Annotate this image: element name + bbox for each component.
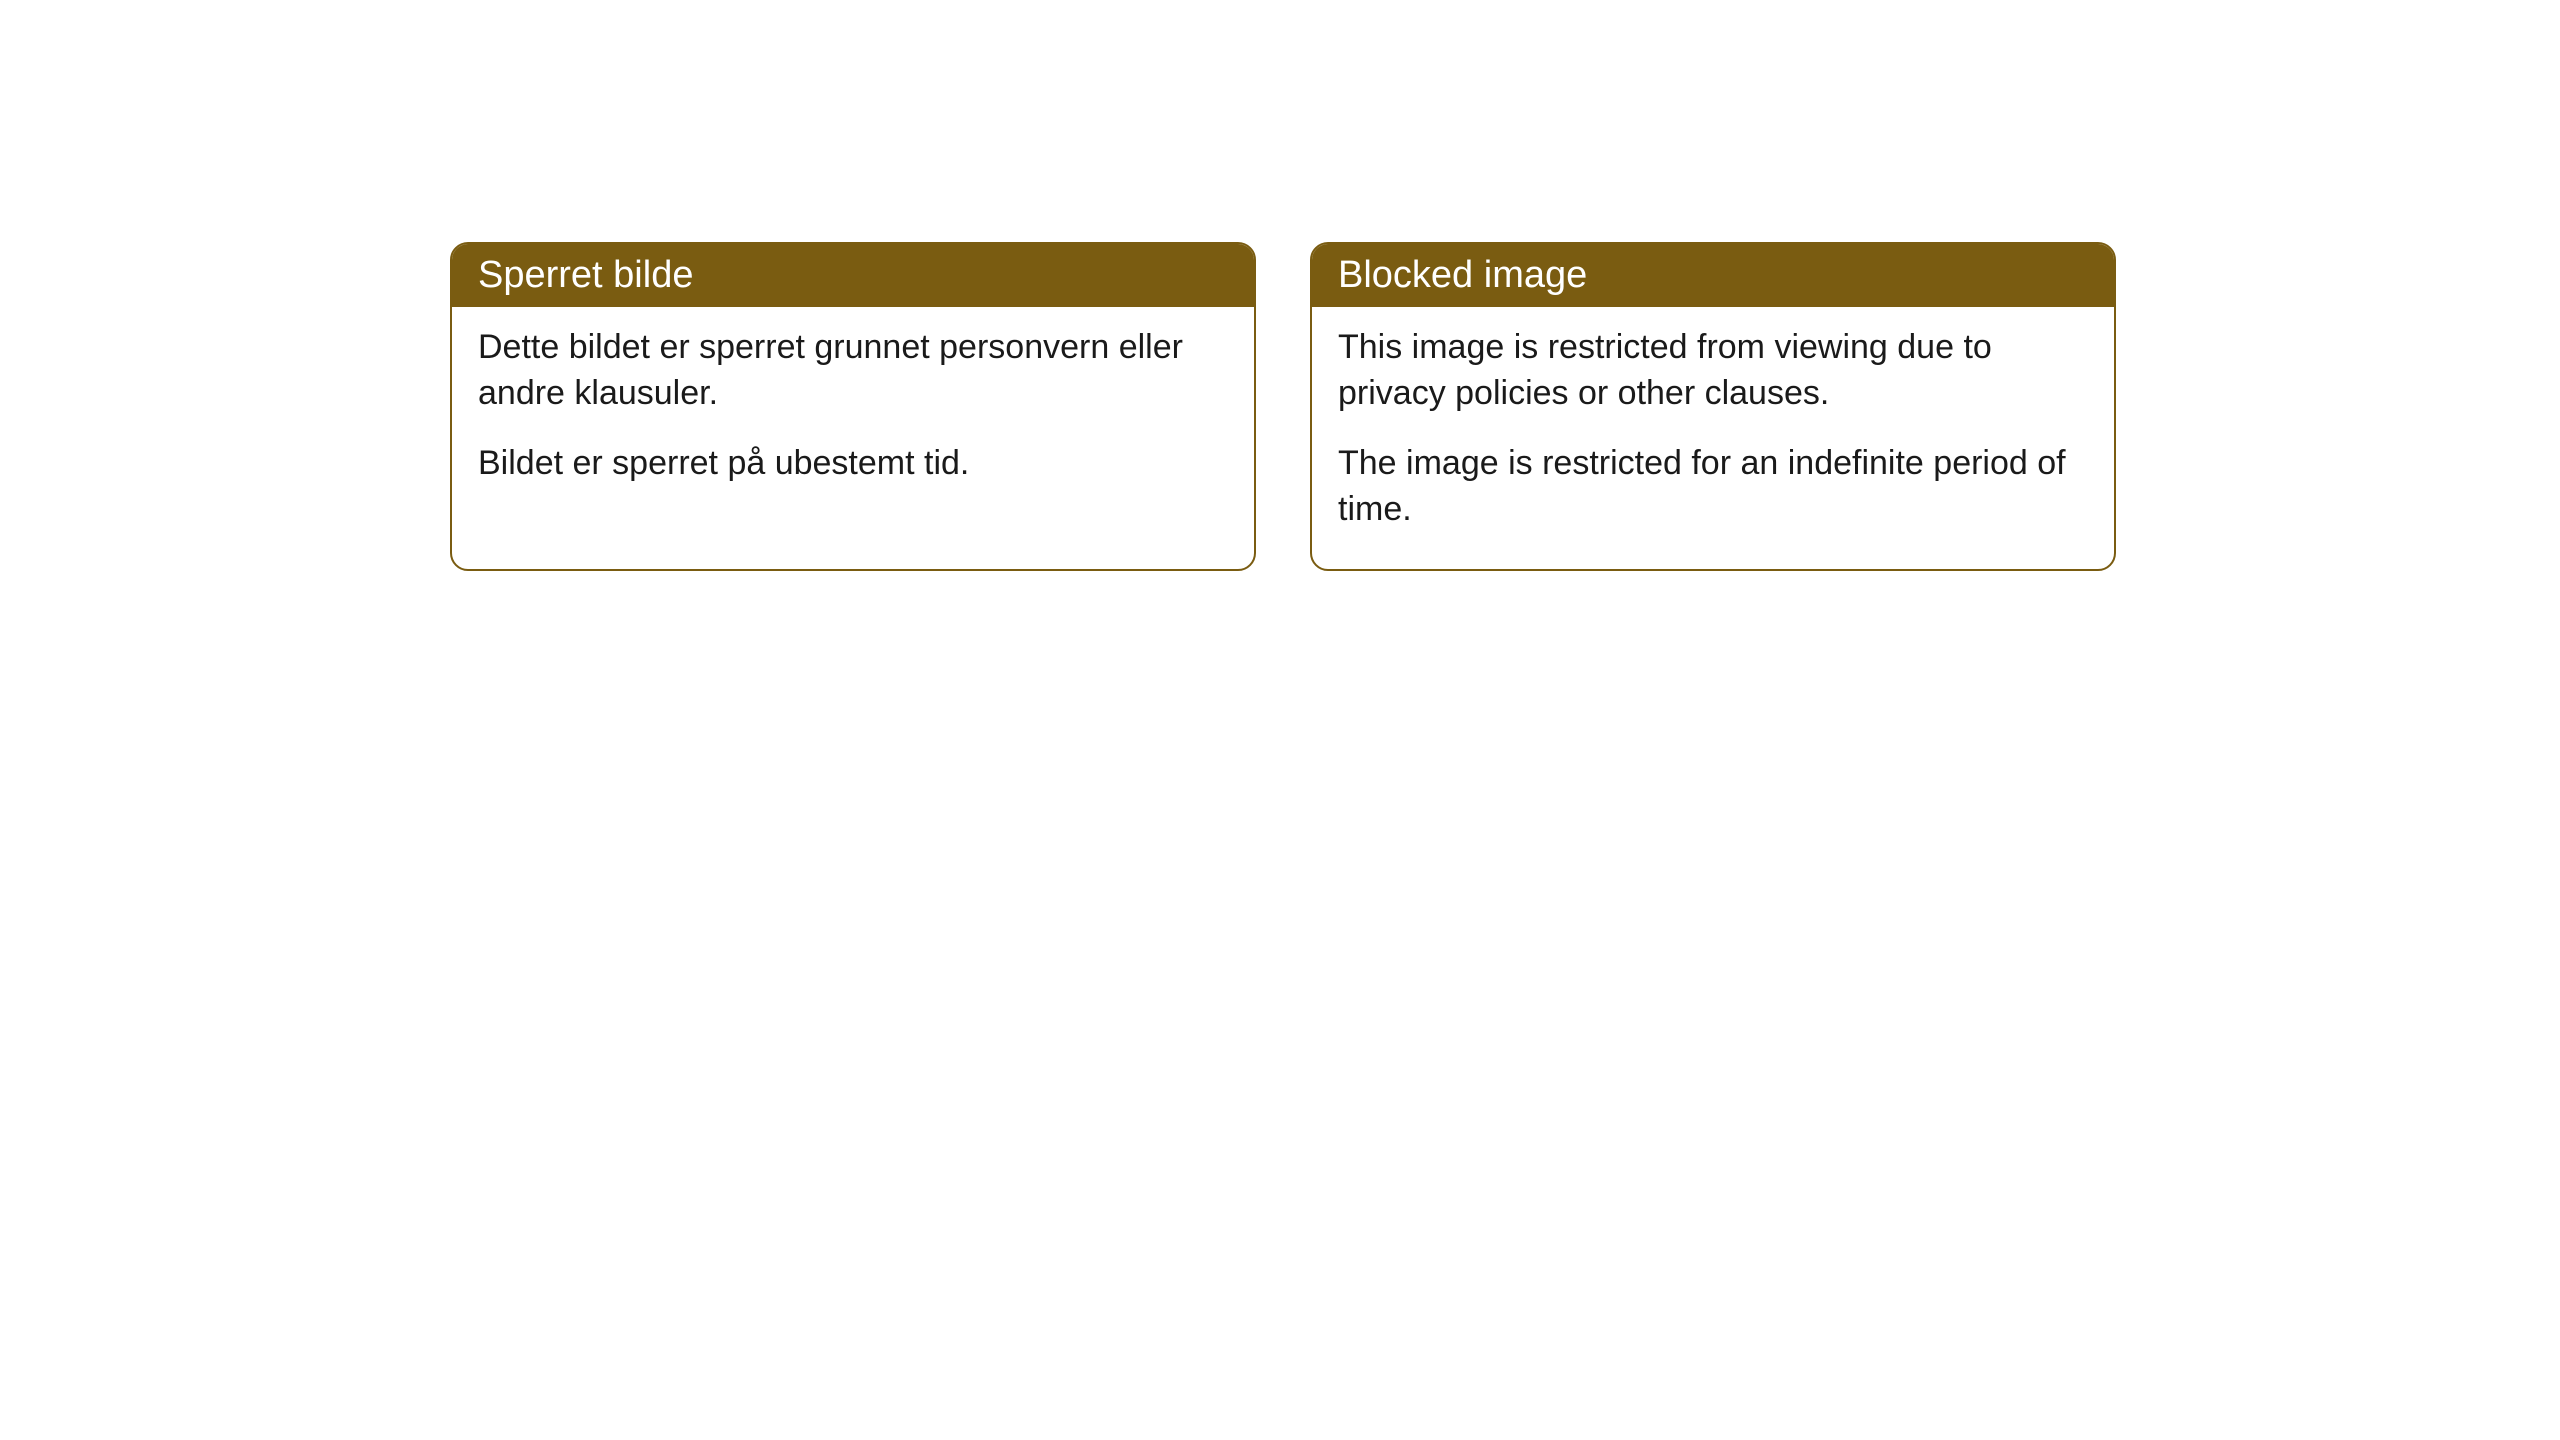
notice-title-norwegian: Sperret bilde [452, 244, 1254, 307]
notice-body-english: This image is restricted from viewing du… [1312, 307, 2114, 569]
notice-title-english: Blocked image [1312, 244, 2114, 307]
notice-box-norwegian: Sperret bilde Dette bildet er sperret gr… [450, 242, 1256, 571]
notice-text: This image is restricted from viewing du… [1338, 325, 2088, 417]
notice-body-norwegian: Dette bildet er sperret grunnet personve… [452, 307, 1254, 523]
notice-text: The image is restricted for an indefinit… [1338, 441, 2088, 533]
notice-text: Dette bildet er sperret grunnet personve… [478, 325, 1228, 417]
notice-text: Bildet er sperret på ubestemt tid. [478, 441, 1228, 487]
notice-container: Sperret bilde Dette bildet er sperret gr… [450, 242, 2116, 571]
notice-box-english: Blocked image This image is restricted f… [1310, 242, 2116, 571]
